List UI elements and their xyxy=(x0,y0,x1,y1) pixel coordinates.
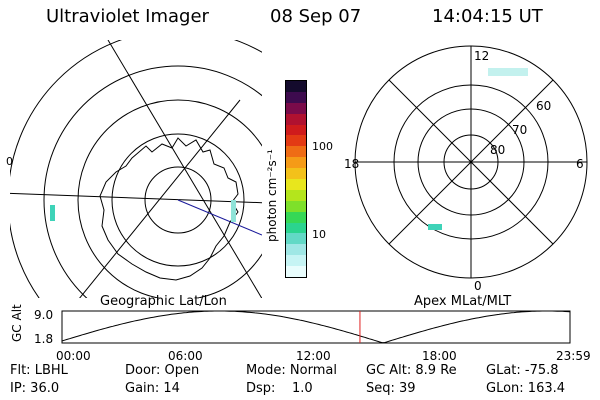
date-label: 08 Sep 07 xyxy=(270,6,362,27)
terminator-line xyxy=(177,199,262,236)
colorbar-segment xyxy=(286,102,306,114)
colorbar-tick-10: 10 xyxy=(312,228,326,241)
colorbar-segment xyxy=(286,222,306,234)
seq-info: Seq: 39 xyxy=(366,381,416,396)
colorbar-segment xyxy=(286,233,306,245)
colorbar-segment xyxy=(286,80,306,92)
glon-info: GLon: 163.4 xyxy=(486,381,566,396)
colorbar-segment xyxy=(286,124,306,136)
colorbar-segment xyxy=(286,135,306,147)
lat-circle xyxy=(43,65,262,298)
colorbar-segment xyxy=(286,146,306,158)
colorbar-segment xyxy=(286,255,306,267)
lat-label-70: 70 xyxy=(512,123,527,137)
xtick-18: 18:00 xyxy=(422,349,457,363)
ip-info: IP: 36.0 xyxy=(10,381,60,396)
lat-circle xyxy=(144,166,212,234)
intensity-colorbar xyxy=(285,80,307,278)
aurora-patch xyxy=(488,68,528,76)
colorbar-segment xyxy=(286,244,306,256)
map-edge-label: 0 xyxy=(6,155,13,168)
colorbar-segment xyxy=(286,168,306,179)
colorbar-segment xyxy=(286,266,306,277)
instrument-title: Ultraviolet Imager xyxy=(46,6,209,27)
ytick-1_8: 1.8 xyxy=(34,332,53,346)
altitude-strip-chart: 9.0 1.8 00:00 06:00 12:00 18:00 23:59 xyxy=(34,308,591,363)
lat-circle xyxy=(77,99,262,298)
altitude-curve xyxy=(61,310,571,344)
colorbar-unit-label: photon cm⁻²s⁻¹ xyxy=(265,149,279,242)
xtick-2359: 23:59 xyxy=(556,349,591,363)
door-info: Door: Open xyxy=(125,363,200,378)
magnetic-polar-plot: 12 18 6 0 60 70 80 xyxy=(344,45,588,293)
colorbar-tick-100: 100 xyxy=(312,140,333,153)
dsp-info: Dsp: 1.0 xyxy=(246,381,313,396)
colorbar-segment xyxy=(286,91,306,103)
coastline-antarctica xyxy=(99,137,239,281)
strip-frame xyxy=(61,310,571,344)
geographic-caption: Geographic Lat/Lon xyxy=(100,294,227,309)
strip-ylabel: GC Alt xyxy=(10,304,24,342)
colorbar-segment xyxy=(286,189,306,201)
aurora-patch xyxy=(428,224,442,230)
xtick-00: 00:00 xyxy=(56,349,91,363)
geographic-map: 0 xyxy=(6,40,262,298)
xtick-06: 06:00 xyxy=(168,349,203,363)
colorbar-segment xyxy=(286,178,306,190)
gain-info: Gain: 14 xyxy=(125,381,180,396)
colorbar-segment xyxy=(286,157,306,169)
meridian-line xyxy=(79,99,241,298)
meridian-line xyxy=(10,192,262,204)
mlt-label-0: 0 xyxy=(474,279,482,293)
mlt-label-18: 18 xyxy=(344,157,359,171)
mlt-label-12: 12 xyxy=(474,49,489,63)
mlt-label-6: 6 xyxy=(576,157,584,171)
colorbar-segment xyxy=(286,200,306,212)
meridian-line xyxy=(107,40,262,298)
filter-info: Flt: LBHL xyxy=(10,363,68,378)
colorbar-segment xyxy=(286,211,306,223)
time-label: 14:04:15 UT xyxy=(432,6,543,27)
lat-label-80: 80 xyxy=(490,143,505,157)
colorbar-segment xyxy=(286,113,306,125)
aurora-patch xyxy=(50,205,55,221)
ytick-9: 9.0 xyxy=(34,308,53,322)
mode-info: Mode: Normal xyxy=(246,363,337,378)
gc-alt-info: GC Alt: 8.9 Re xyxy=(366,363,457,378)
aurora-patch xyxy=(231,200,236,222)
apex-caption: Apex MLat/MLT xyxy=(414,294,512,309)
lat-circle xyxy=(111,133,245,267)
xtick-12: 12:00 xyxy=(296,349,331,363)
glat-info: GLat: -75.8 xyxy=(486,363,559,378)
lat-label-60: 60 xyxy=(536,99,551,113)
